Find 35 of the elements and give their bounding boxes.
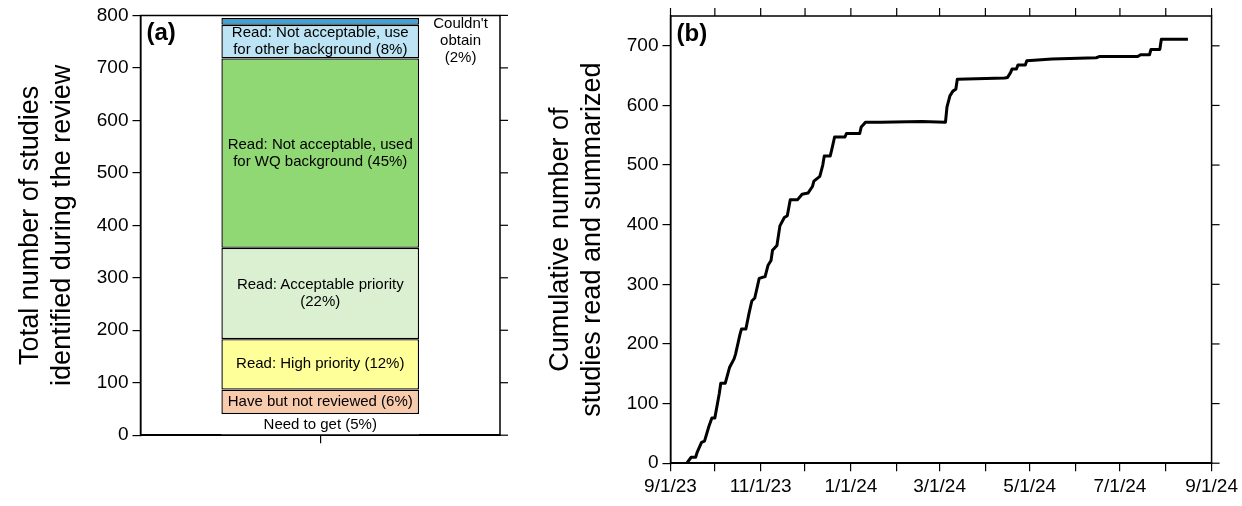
series-label: Read: High priority (12%) [236,354,405,372]
y-tick-label: 600 [626,93,659,115]
x-tick-label: 11/1/23 [729,474,792,496]
series-label: Couldn't obtain (2%) [433,14,489,66]
y-tick-label: 500 [96,161,129,183]
x-tick-label: 9/1/24 [1185,474,1239,496]
x-tick-label: 5/1/24 [1003,474,1057,496]
y-axis-title: Cumulative number of studies read and summarized [543,62,607,417]
series-label: Read: Acceptable priority (22%) [236,275,405,310]
y-tick-label: 400 [626,212,659,234]
chart-title: (a) [146,18,176,46]
y-tick-label: 300 [96,266,129,288]
chart-title: (b) [676,18,708,46]
series-label: Need to get (5%) [263,414,377,432]
y-tick-label: 800 [96,3,129,25]
x-tick-label: 3/1/24 [913,474,967,496]
series-label: Have but not reviewed (6%) [227,392,413,410]
y-tick-label: 600 [96,108,129,130]
y-tick-label: 200 [96,318,129,340]
y-tick-label: 300 [626,272,659,294]
y-tick-label: 100 [626,391,659,413]
y-axis-title: Total number of studies identified during the review [13,64,77,386]
x-tick-label: 9/1/23 [644,474,697,496]
y-tick-label: 100 [96,370,129,392]
y-tick-label: 700 [96,56,129,78]
x-tick-label: 7/1/24 [1093,474,1147,496]
y-tick-label: 500 [626,153,659,175]
y-tick-label: 700 [626,34,659,56]
series-label: Read: Not acceptable, used for WQ background (45%) [227,134,413,169]
x-tick-label: 1/1/24 [824,474,878,496]
y-tick-label: 0 [117,423,129,445]
y-tick-label: 0 [647,451,659,473]
series-label: Read: Not acceptable, use for other background (8%) [231,23,409,58]
y-tick-label: 200 [626,332,659,354]
y-tick-label: 400 [96,213,129,235]
